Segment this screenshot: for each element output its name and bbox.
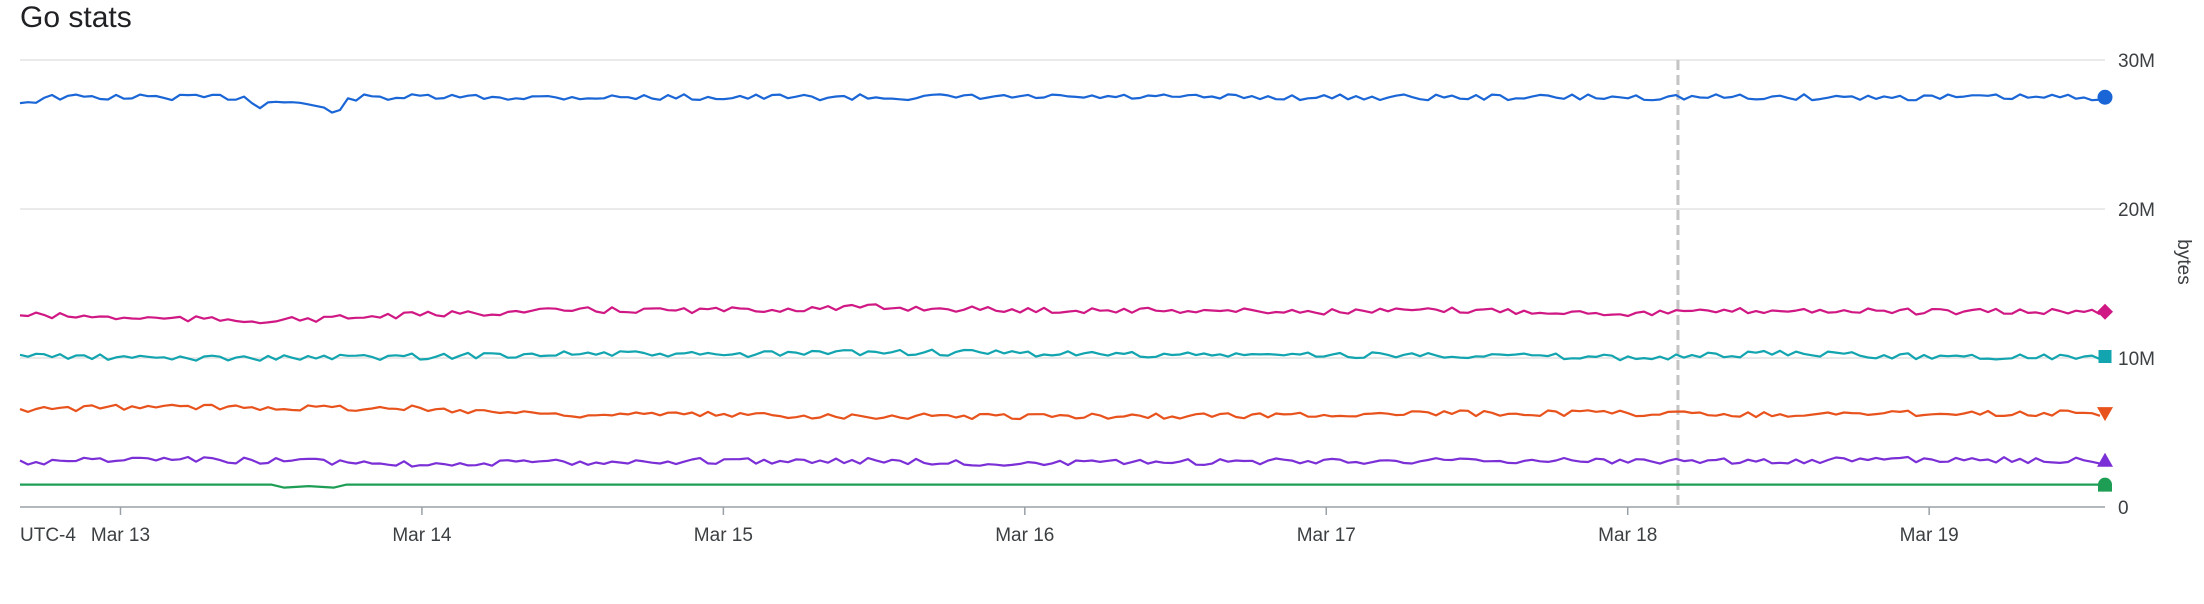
series-line: [19, 348, 2101, 362]
series-line: [19, 403, 2101, 421]
y-axis: 0 10M 20M 30M bytes: [2118, 51, 2194, 519]
x-tick-label: Mar 17: [1297, 525, 1356, 546]
y-tick-label: 0: [2118, 498, 2129, 519]
series-end-marker[interactable]: [2097, 452, 2113, 467]
y-tick-label: 30M: [2118, 51, 2155, 72]
series-line: [19, 455, 2101, 468]
timezone-label: UTC-4: [20, 525, 76, 546]
gridlines: [20, 59, 2105, 508]
x-tick-label: Mar 14: [392, 525, 452, 546]
series-end-marker[interactable]: [2097, 303, 2113, 320]
series-lines: [19, 93, 2105, 489]
y-tick-label: 20M: [2118, 200, 2155, 221]
series-end-markers: [2097, 89, 2113, 492]
x-tick-label: Mar 18: [1598, 525, 1657, 546]
series-end-marker[interactable]: [2098, 350, 2112, 364]
series-line: [20, 483, 2105, 489]
y-tick-label: 10M: [2118, 349, 2155, 370]
series-end-marker[interactable]: [2097, 89, 2113, 105]
series-end-marker[interactable]: [2098, 477, 2112, 492]
x-tick-label: Mar 13: [91, 525, 150, 546]
x-tick-label: Mar 16: [995, 525, 1054, 546]
y-axis-label: bytes: [2173, 239, 2194, 284]
series-line: [19, 303, 2101, 325]
x-tick-label: Mar 15: [694, 525, 753, 546]
x-tick-label: Mar 19: [1900, 525, 1959, 546]
series-line: [19, 93, 2101, 114]
series-end-marker[interactable]: [2097, 407, 2113, 422]
chart-title: Go stats: [20, 1, 132, 34]
x-axis: UTC-4 Mar 13 Mar 14 Mar 15 Mar 16 Mar 17 Mar 1…: [20, 507, 1959, 546]
